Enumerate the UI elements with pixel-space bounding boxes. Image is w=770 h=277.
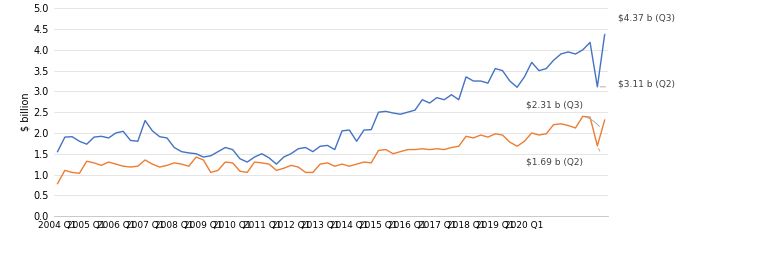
Text: $2.31 b (Q3): $2.31 b (Q3) bbox=[526, 101, 583, 110]
Text: $3.11 b (Q2): $3.11 b (Q2) bbox=[618, 79, 675, 89]
Text: $4.37 b (Q3): $4.37 b (Q3) bbox=[618, 13, 675, 22]
Y-axis label: $ billion: $ billion bbox=[21, 93, 31, 132]
Text: $1.69 b (Q2): $1.69 b (Q2) bbox=[526, 158, 583, 167]
